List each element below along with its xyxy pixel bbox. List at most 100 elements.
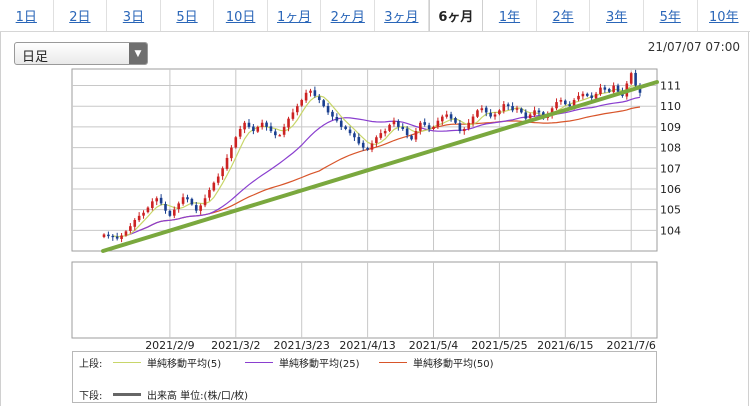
candle-body xyxy=(476,110,479,117)
legend-volume: 出来高 単位:(株/口/枚) xyxy=(113,387,248,402)
legend-ma25: 単純移動平均(25) xyxy=(245,355,360,370)
candle-body xyxy=(533,110,536,116)
candle-body xyxy=(590,95,593,98)
candlesticks xyxy=(102,69,642,243)
candle-body xyxy=(238,128,242,137)
tab-10[interactable]: 1年 xyxy=(483,0,537,31)
candle-body xyxy=(124,231,128,236)
candle-body xyxy=(577,95,580,100)
candle-body xyxy=(537,110,541,113)
tab-12[interactable]: 3年 xyxy=(590,0,644,31)
candle-body xyxy=(353,133,356,138)
candle-body xyxy=(585,93,589,96)
candle-body xyxy=(357,137,361,144)
candle-body xyxy=(181,197,185,204)
legend-ma25-label: 単純移動平均(25) xyxy=(279,359,360,370)
period-tabs: 1日 2日 3日 5日 10日 1ヶ月 2ヶ月 3ヶ月 6ヶ月 1年 2年 3年 5年 10年 xyxy=(0,0,750,32)
tab-9[interactable]: 6ヶ月 xyxy=(428,0,484,31)
y-tick-label: 109 xyxy=(660,121,681,134)
candle-body xyxy=(164,204,167,211)
candle-body xyxy=(506,104,510,107)
candle-body xyxy=(370,143,374,150)
candle-body xyxy=(282,126,286,135)
y-tick-label: 111 xyxy=(660,80,681,93)
legend-upper-label: 上段: xyxy=(79,359,103,370)
chart-timestamp: 21/07/07 07:00 xyxy=(647,40,740,54)
candle-body xyxy=(388,124,391,131)
tab-6[interactable]: 1ヶ月 xyxy=(267,0,322,31)
candle-body xyxy=(471,116,475,124)
candle-body xyxy=(111,235,115,238)
tab-7[interactable]: 2ヶ月 xyxy=(321,0,376,31)
tab-3[interactable]: 3日 xyxy=(107,0,161,31)
candle-body xyxy=(194,205,198,211)
candle-body xyxy=(243,122,246,130)
candle-body xyxy=(146,207,150,213)
tab-1[interactable]: 1日 xyxy=(0,0,54,31)
trendline-group xyxy=(101,80,659,253)
tab-4[interactable]: 5日 xyxy=(160,0,215,31)
legend-ma50-label: 単純移動平均(50) xyxy=(413,359,494,370)
candle-body xyxy=(427,125,431,129)
candle-body xyxy=(172,209,176,216)
candle-body xyxy=(458,123,462,132)
x-tick-labels: 2021/2/9 2021/3/2 2021/3/23 2021/4/13 2021/5… xyxy=(145,339,656,352)
candle-body xyxy=(603,87,607,90)
candle-body xyxy=(344,126,347,129)
legend-ma5: 単純移動平均(5) xyxy=(113,355,221,370)
tab-2[interactable]: 2日 xyxy=(53,0,108,31)
tab-13[interactable]: 5年 xyxy=(643,0,698,31)
candle-body xyxy=(168,210,172,216)
y-tick-label: 108 xyxy=(660,142,681,155)
x-tick-label: 2021/5/4 xyxy=(409,339,458,352)
candle-body xyxy=(445,114,448,117)
candle-body xyxy=(155,198,159,202)
candle-interval-value: 日足 xyxy=(22,50,49,65)
candle-body xyxy=(502,104,506,111)
candle-interval-select[interactable]: 日足 ▼ xyxy=(14,42,148,65)
candle-body xyxy=(440,116,444,122)
trendline xyxy=(101,80,659,253)
candle-body xyxy=(528,114,532,119)
y-tick-labels: 104 105 106 107 108 109 110 111 xyxy=(660,80,681,238)
tab-5[interactable]: 10日 xyxy=(214,0,268,31)
candle-body xyxy=(159,197,163,204)
y-tick-label: 104 xyxy=(660,224,681,237)
candle-body xyxy=(520,108,523,113)
candle-body xyxy=(317,96,321,101)
candle-body xyxy=(177,203,180,210)
candle-body xyxy=(607,89,611,92)
candle-body xyxy=(550,108,554,115)
candle-body xyxy=(260,122,264,128)
candle-body xyxy=(559,100,563,102)
ma50-swatch xyxy=(379,362,407,363)
candle-body xyxy=(339,120,343,127)
candle-body xyxy=(230,147,233,159)
candle-body xyxy=(599,87,602,95)
candle-body xyxy=(629,73,633,84)
candle-body xyxy=(361,142,365,148)
tab-8[interactable]: 3ヶ月 xyxy=(375,0,429,31)
candle-body xyxy=(137,215,141,221)
y-tick-label: 110 xyxy=(660,100,681,113)
candle-body xyxy=(278,135,282,137)
ma50-line xyxy=(138,106,641,232)
candle-body xyxy=(564,100,567,105)
candle-body xyxy=(129,226,132,231)
candle-body xyxy=(190,198,194,205)
tab-11[interactable]: 2年 xyxy=(536,0,591,31)
x-tick-label: 2021/3/23 xyxy=(274,339,330,352)
candle-body xyxy=(489,112,492,117)
candle-body xyxy=(348,129,352,134)
candle-body xyxy=(616,85,620,92)
candle-body xyxy=(142,212,145,216)
candle-body xyxy=(265,122,268,127)
candle-body xyxy=(322,100,325,107)
candle-body xyxy=(274,131,277,136)
tab-14[interactable]: 10年 xyxy=(697,0,750,31)
legend-ma50: 単純移動平均(50) xyxy=(379,355,494,370)
candle-body xyxy=(366,148,369,150)
candle-body xyxy=(199,205,202,211)
candle-body xyxy=(454,118,457,123)
